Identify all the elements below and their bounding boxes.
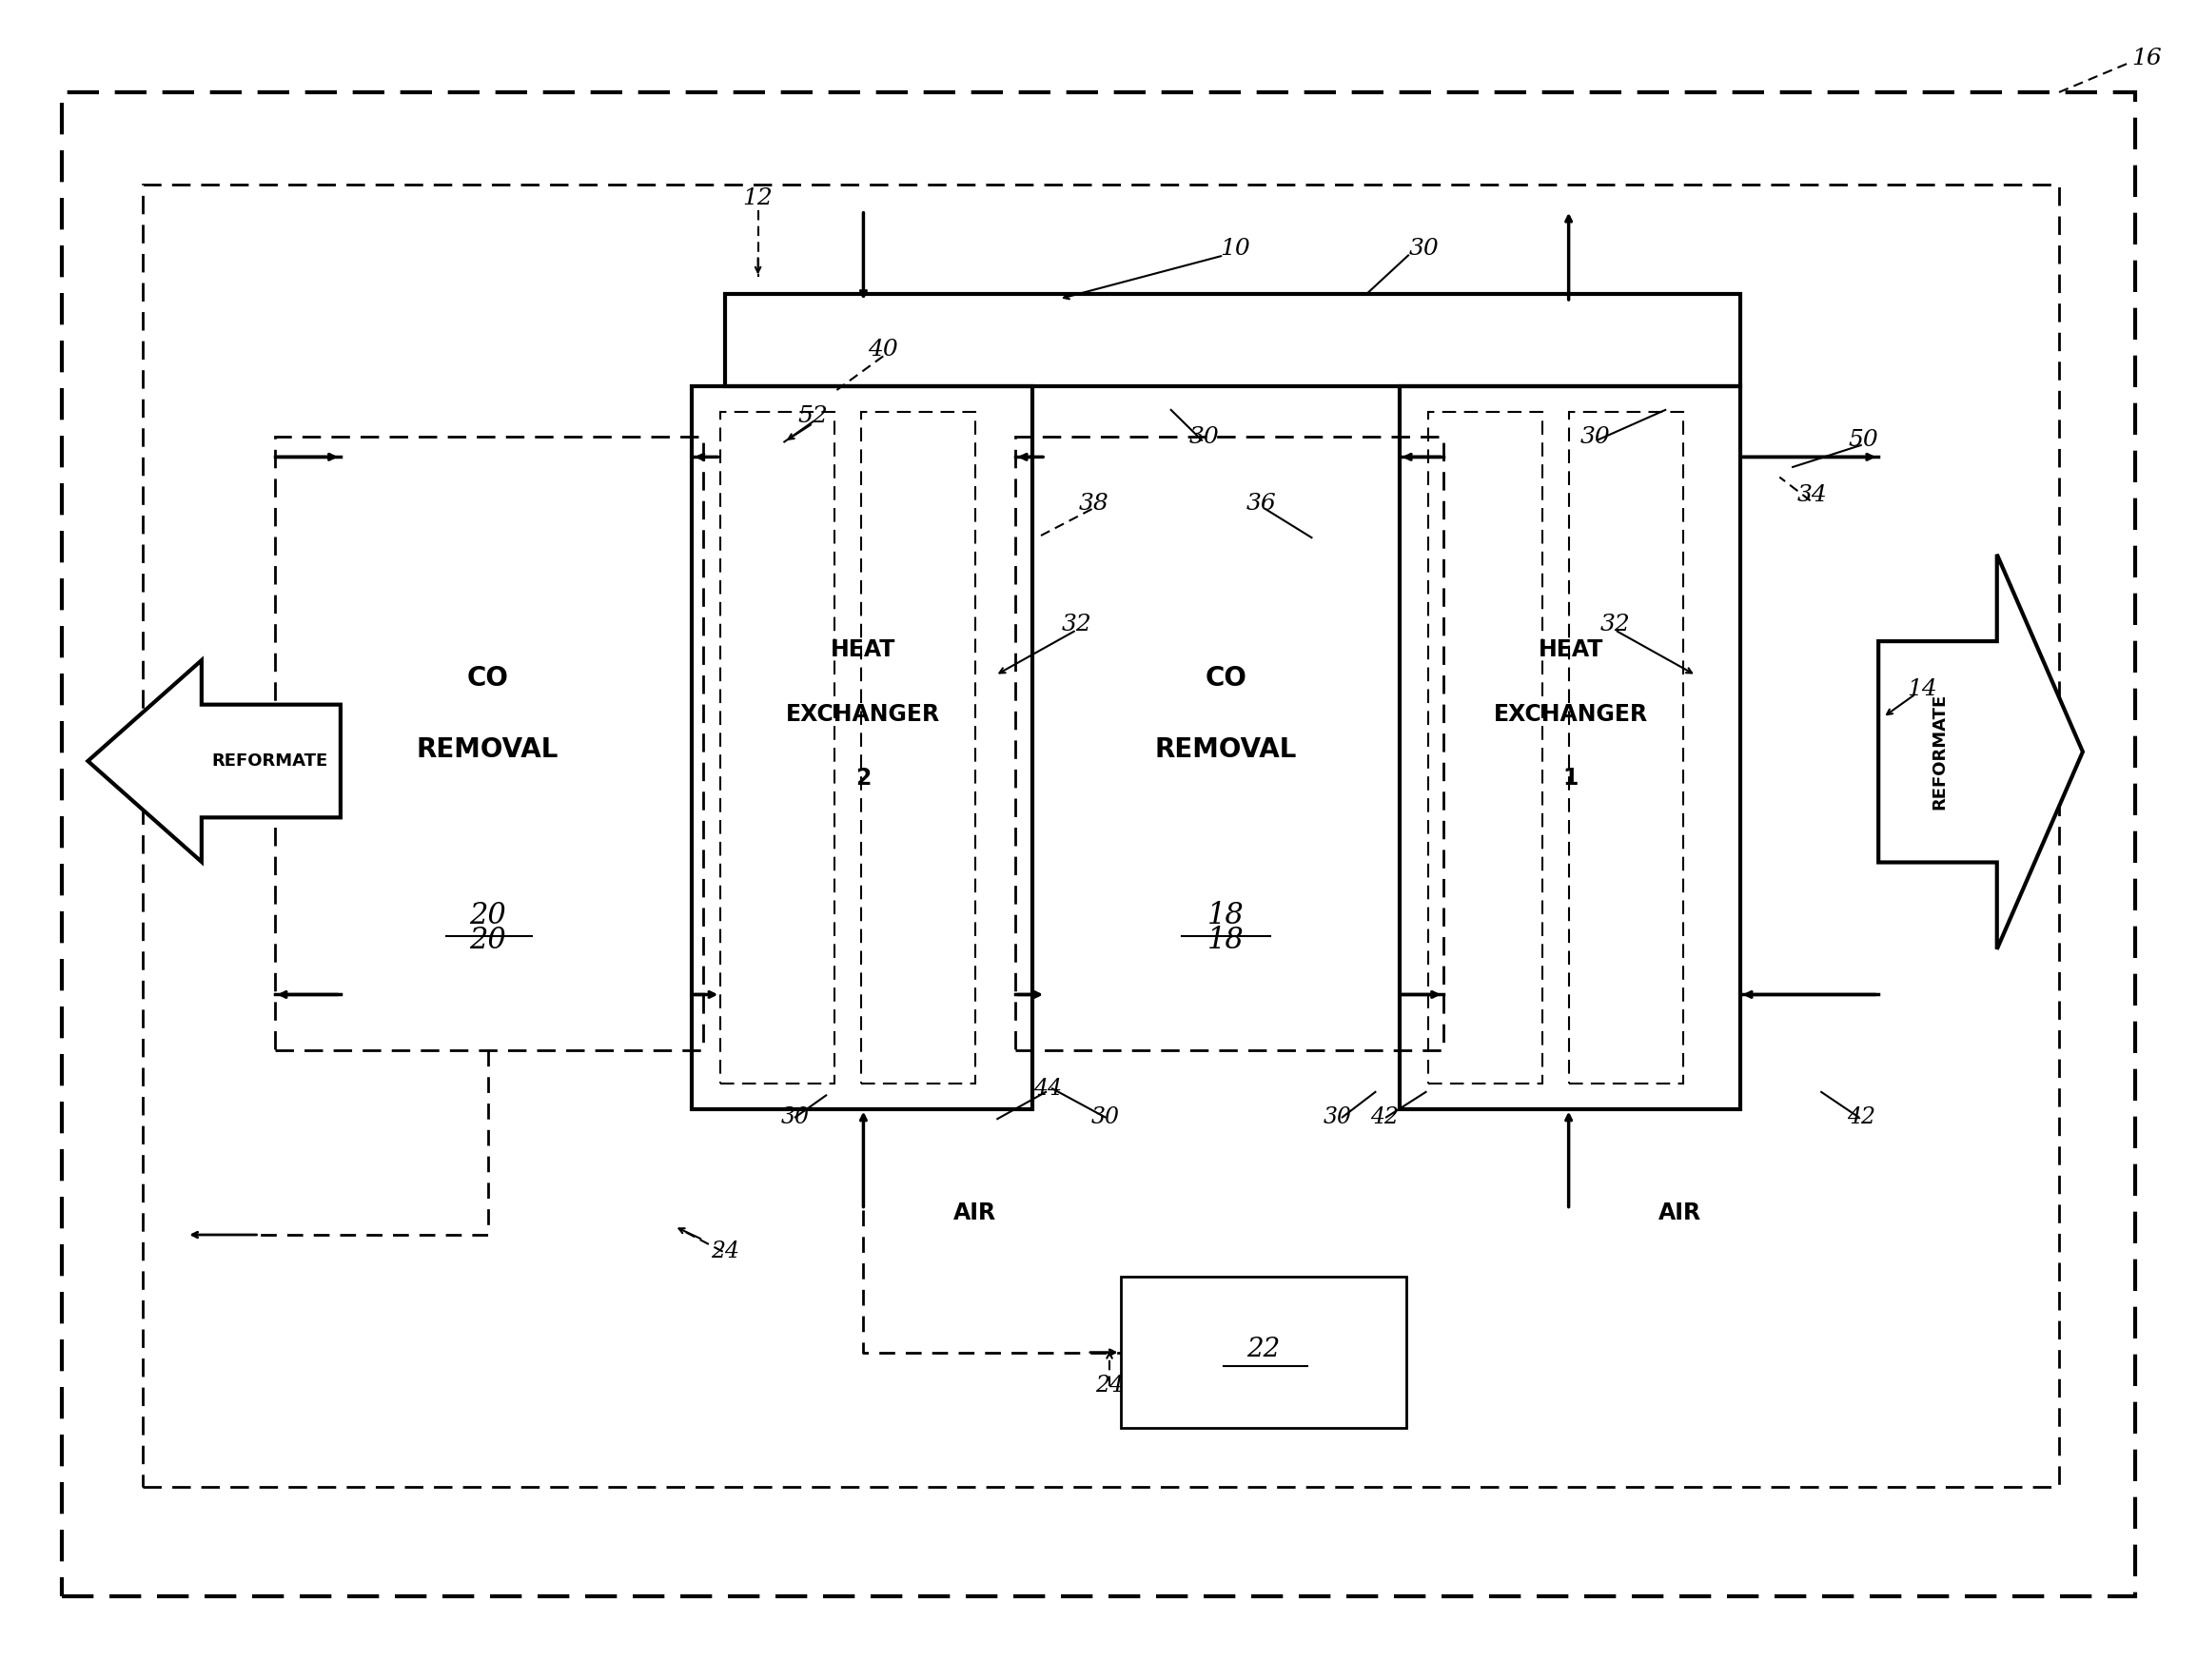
- Text: 30: 30: [1408, 237, 1439, 260]
- Text: AIR: AIR: [1659, 1201, 1703, 1225]
- Text: CO: CO: [466, 665, 510, 692]
- Text: 30: 30: [1189, 425, 1219, 449]
- Text: HEAT: HEAT: [1538, 638, 1604, 662]
- Text: AIR: AIR: [953, 1201, 997, 1225]
- Bar: [1015, 437, 1443, 1050]
- Text: 24: 24: [712, 1240, 738, 1263]
- Bar: [1569, 412, 1683, 1084]
- Text: 2: 2: [855, 766, 872, 790]
- Text: 16: 16: [2131, 47, 2162, 71]
- Bar: [1120, 1277, 1406, 1428]
- Text: 18: 18: [1208, 900, 1244, 931]
- Text: 30: 30: [1092, 1105, 1118, 1129]
- Bar: [143, 185, 2059, 1487]
- Text: REMOVAL: REMOVAL: [417, 736, 558, 763]
- Text: HEAT: HEAT: [830, 638, 896, 662]
- Bar: [1428, 412, 1542, 1084]
- Text: 22: 22: [1246, 1336, 1281, 1362]
- Bar: [275, 437, 703, 1050]
- Text: 18: 18: [1208, 926, 1244, 956]
- Text: CO: CO: [1204, 665, 1248, 692]
- Text: 42: 42: [1371, 1105, 1397, 1129]
- Text: 52: 52: [798, 405, 828, 428]
- Text: 34: 34: [1797, 484, 1828, 507]
- Text: 30: 30: [782, 1105, 808, 1129]
- Bar: [861, 412, 975, 1084]
- Text: 14: 14: [1907, 677, 1938, 701]
- Text: 38: 38: [1079, 492, 1109, 516]
- Polygon shape: [88, 660, 341, 862]
- Text: 24: 24: [1096, 1374, 1123, 1398]
- Text: 20: 20: [470, 900, 505, 931]
- Text: REFORMATE: REFORMATE: [211, 753, 327, 769]
- Text: 36: 36: [1246, 492, 1276, 516]
- Bar: [692, 386, 1033, 1109]
- Text: REMOVAL: REMOVAL: [1156, 736, 1296, 763]
- Text: 20: 20: [470, 926, 505, 956]
- Text: 12: 12: [743, 186, 773, 210]
- Text: EXCHANGER: EXCHANGER: [1494, 702, 1648, 726]
- Text: 40: 40: [868, 338, 899, 361]
- Text: 42: 42: [1848, 1105, 1874, 1129]
- Bar: [62, 92, 2135, 1596]
- Text: 50: 50: [1848, 428, 1878, 452]
- Polygon shape: [1878, 554, 2083, 949]
- Text: 30: 30: [1325, 1105, 1351, 1129]
- Text: REFORMATE: REFORMATE: [1931, 694, 1949, 810]
- Bar: [721, 412, 835, 1084]
- Text: 1: 1: [1562, 766, 1580, 790]
- Text: 10: 10: [1219, 237, 1250, 260]
- Bar: [725, 294, 1740, 386]
- Bar: [1399, 386, 1740, 1109]
- Text: 30: 30: [1580, 425, 1610, 449]
- Text: 32: 32: [1599, 613, 1630, 637]
- Text: EXCHANGER: EXCHANGER: [787, 702, 940, 726]
- Text: 44: 44: [1035, 1077, 1061, 1100]
- Text: 32: 32: [1061, 613, 1092, 637]
